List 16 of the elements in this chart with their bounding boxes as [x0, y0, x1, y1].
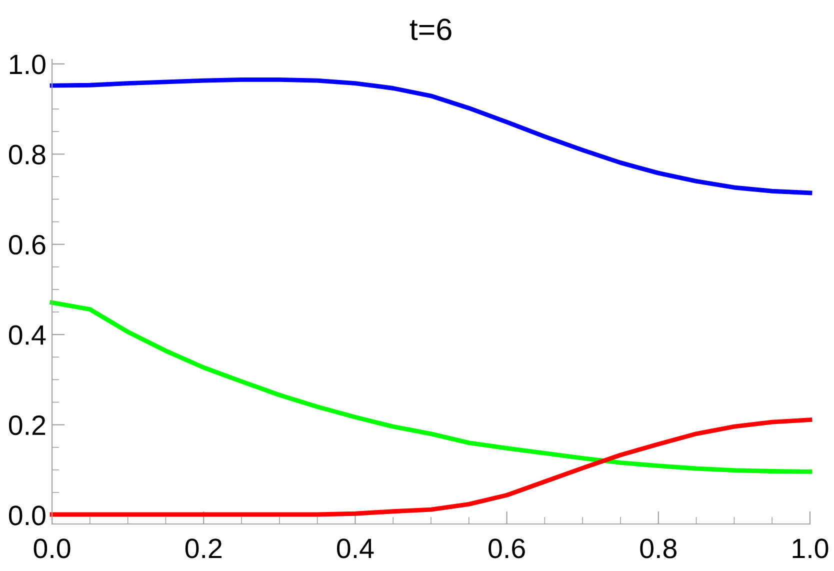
line-series — [50, 418, 812, 517]
y-tick-label: 0.6 — [8, 235, 46, 255]
line-series — [50, 77, 812, 196]
chart-title: t=6 — [410, 18, 452, 40]
x-tick-label: 0.8 — [640, 538, 676, 558]
x-tick-label: 1.0 — [792, 538, 828, 558]
x-tick-label: 0.6 — [488, 538, 525, 558]
y-tick-label: 0.8 — [8, 144, 46, 164]
y-tick-label: 0.2 — [8, 415, 46, 436]
y-tick-label: 0.4 — [8, 325, 46, 345]
x-tick-label: 0.2 — [185, 538, 222, 558]
y-tick-label: 0.0 — [8, 506, 46, 526]
x-tick-label: 0.0 — [34, 538, 70, 558]
y-tick-label: 1.0 — [10, 54, 46, 74]
x-tick-label: 0.4 — [336, 538, 374, 558]
line-series — [50, 300, 812, 474]
